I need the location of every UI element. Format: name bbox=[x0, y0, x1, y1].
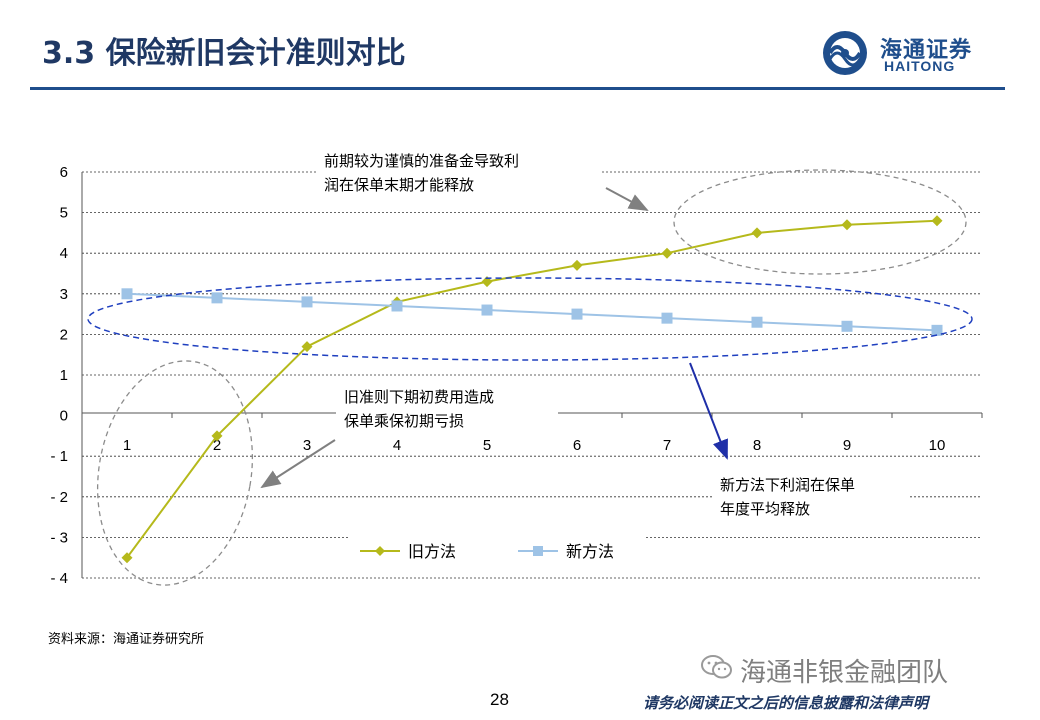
header: 3.3 保险新旧会计准则对比 海通证券 HAITONG bbox=[0, 0, 1040, 92]
legend-new-marker bbox=[533, 546, 543, 556]
data-point-new-method bbox=[661, 312, 673, 324]
wechat-icon bbox=[701, 655, 732, 679]
annotation-late-profit-line1: 前期较为谨慎的准备金导致利 bbox=[324, 152, 519, 170]
source-note: 资料来源：海通证券研究所 bbox=[48, 632, 205, 647]
x-tick-label: 9 bbox=[843, 437, 851, 454]
data-point-old-method bbox=[661, 247, 673, 259]
arrow-late-profit bbox=[605, 187, 649, 211]
data-point-new-method bbox=[841, 320, 853, 332]
series-line-new-method bbox=[126, 292, 938, 332]
x-tick-label: 8 bbox=[753, 437, 761, 454]
annotation-new-method-line1: 新方法下利润在保单 bbox=[720, 476, 855, 494]
x-tick-label: 1 bbox=[123, 437, 131, 454]
y-tick-label: - 3 bbox=[50, 529, 68, 546]
legend-old-label: 旧方法 bbox=[408, 542, 456, 561]
highlight-ellipse-new-method bbox=[87, 277, 973, 361]
page-title: 3.3 保险新旧会计准则对比 bbox=[42, 36, 406, 71]
x-tick-label: 10 bbox=[929, 437, 946, 454]
y-tick-label: 3 bbox=[60, 286, 68, 303]
logo-english-name: HAITONG bbox=[884, 58, 956, 74]
arrow-new-method bbox=[689, 362, 728, 460]
annotation-early-loss-line1: 旧准则下期初费用造成 bbox=[344, 388, 494, 406]
data-point-new-method bbox=[391, 300, 403, 312]
x-tick-label: 5 bbox=[483, 437, 491, 454]
page-number: 28 bbox=[490, 690, 509, 709]
x-tick-label: 7 bbox=[663, 437, 671, 454]
data-point-new-method bbox=[931, 324, 943, 336]
wechat-watermark: 海通非银金融团队 bbox=[700, 652, 1010, 688]
highlight-ellipse-late-profit bbox=[673, 169, 967, 275]
annotation-late-profit-line2: 润在保单末期才能释放 bbox=[324, 176, 474, 194]
arrow-early-loss bbox=[260, 439, 336, 489]
y-tick-label: 1 bbox=[60, 367, 68, 384]
data-point-new-method bbox=[571, 308, 583, 320]
legend-old-marker bbox=[375, 546, 385, 556]
annotation-new-method-line2: 年度平均释放 bbox=[720, 500, 810, 518]
series-line-old-method bbox=[126, 219, 938, 559]
data-point-old-method bbox=[841, 219, 853, 231]
wechat-account-name: 海通非银金融团队 bbox=[740, 658, 949, 688]
data-point-new-method bbox=[301, 296, 313, 308]
haitong-logo: 海通证券 HAITONG bbox=[818, 28, 1008, 78]
data-point-old-method bbox=[751, 227, 763, 239]
data-point-old-method bbox=[301, 341, 313, 353]
title-divider bbox=[30, 87, 1005, 90]
x-tick-label: 4 bbox=[393, 437, 401, 454]
haitong-emblem-icon bbox=[823, 31, 867, 75]
data-point-old-method bbox=[121, 552, 133, 564]
y-tick-label: 4 bbox=[60, 245, 68, 262]
annotation-bg-early bbox=[336, 384, 558, 436]
data-point-old-method bbox=[571, 259, 583, 271]
annotation-bg-late bbox=[318, 146, 602, 198]
x-tick-label: 6 bbox=[573, 437, 581, 454]
data-point-old-method bbox=[931, 215, 943, 227]
y-tick-label: 5 bbox=[60, 205, 68, 222]
annotation-bg-new bbox=[714, 470, 910, 522]
y-tick-label: 6 bbox=[60, 164, 68, 181]
legal-disclaimer: 请务必阅读正文之后的信息披露和法律声明 bbox=[643, 694, 929, 712]
legend-new-label: 新方法 bbox=[566, 542, 614, 561]
y-tick-label: - 2 bbox=[50, 489, 68, 506]
data-point-new-method bbox=[211, 292, 223, 304]
x-tick-label: 2 bbox=[213, 437, 221, 454]
highlight-ellipse-early-loss bbox=[96, 360, 254, 586]
logo-chinese-name: 海通证券 bbox=[880, 37, 973, 63]
x-tick-label: 3 bbox=[303, 437, 311, 454]
annotation-early-loss-line2: 保单乘保初期亏损 bbox=[344, 412, 464, 430]
data-point-new-method bbox=[751, 316, 763, 328]
y-tick-label: 0 bbox=[60, 408, 68, 425]
data-point-new-method bbox=[121, 288, 133, 300]
y-tick-label: - 4 bbox=[50, 570, 68, 587]
data-point-old-method bbox=[211, 430, 223, 442]
data-point-new-method bbox=[481, 304, 493, 316]
y-tick-label: - 1 bbox=[50, 448, 68, 465]
y-tick-label: 2 bbox=[60, 326, 68, 343]
legend: 旧方法 新方法 bbox=[350, 536, 646, 566]
